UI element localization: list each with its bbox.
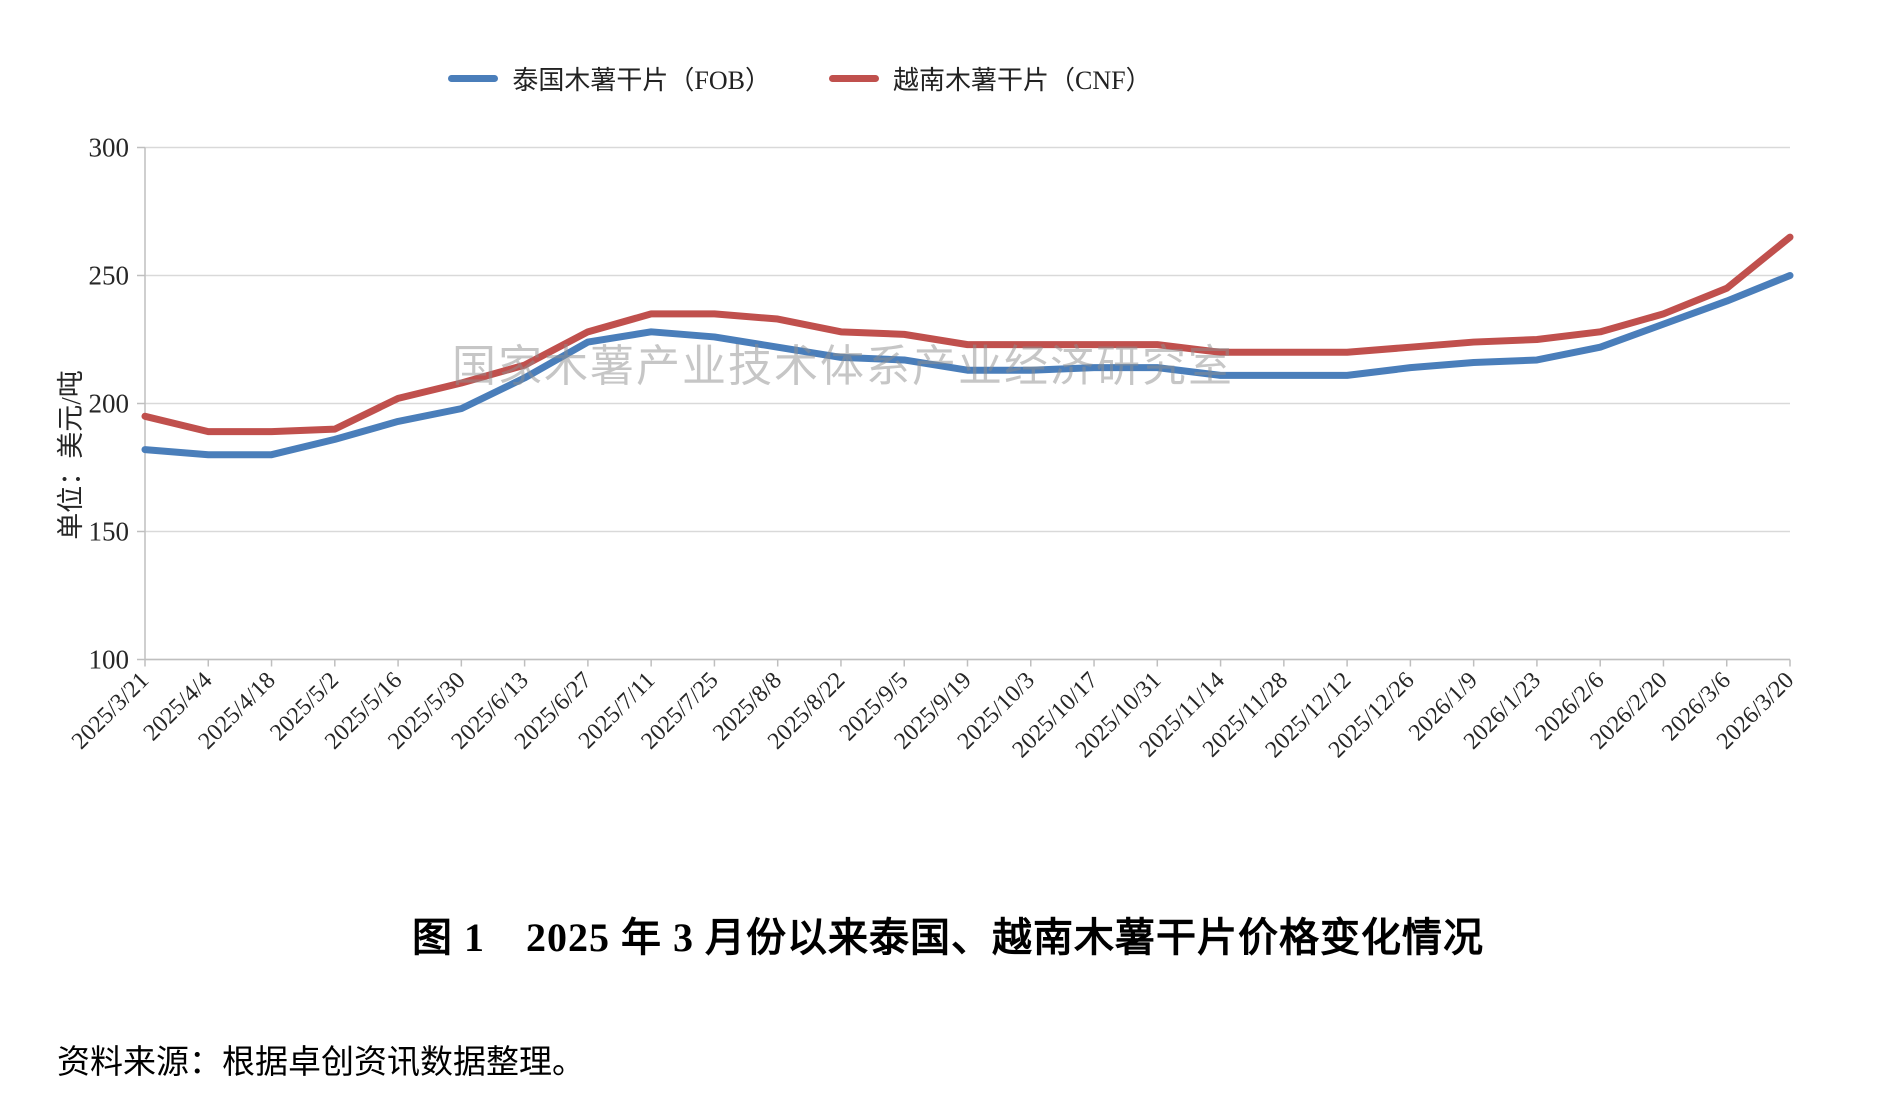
series-line-vietnam-cnf [141, 233, 1794, 436]
chart-legend: 泰国木薯干片（FOB） 越南木薯干片（CNF） [0, 60, 1600, 97]
y-tick-label: 150 [89, 517, 130, 547]
legend-swatch-thailand-line [448, 75, 499, 82]
y-tick-label: 100 [89, 645, 130, 675]
y-tick-label: 300 [89, 133, 130, 163]
figure-title: 图 1 2025 年 3 月份以来泰国、越南木薯干片价格变化情况 [412, 915, 1484, 960]
x-tick-label: 2025/3/21 [67, 667, 154, 754]
source-note: 资料来源：根据卓创资讯数据整理。 [57, 1045, 585, 1081]
legend-label-vietnam-cnf: 越南木薯干片（CNF） [893, 66, 1152, 95]
y-tick-label: 200 [89, 389, 130, 419]
legend-item-vietnam-cnf: 越南木薯干片（CNF） [829, 60, 1152, 97]
series-line-thailand-fob [141, 272, 1794, 459]
y-tick-label: 250 [89, 261, 130, 291]
legend-swatch-vietnam-line [829, 75, 879, 82]
y-axis-unit-label: 单位：美元/吨 [56, 370, 86, 540]
legend-item-thailand-fob: 泰国木薯干片（FOB） [448, 60, 771, 97]
legend-label-thailand-fob: 泰国木薯干片（FOB） [512, 66, 771, 95]
figure-container: 100 150 200 250 300 2025/3/21 2025/4/4 2025/4/1… [0, 60, 1799, 764]
price-line-chart: 1001502002503002025/3/212025/4/42025/4/1… [56, 133, 1799, 764]
